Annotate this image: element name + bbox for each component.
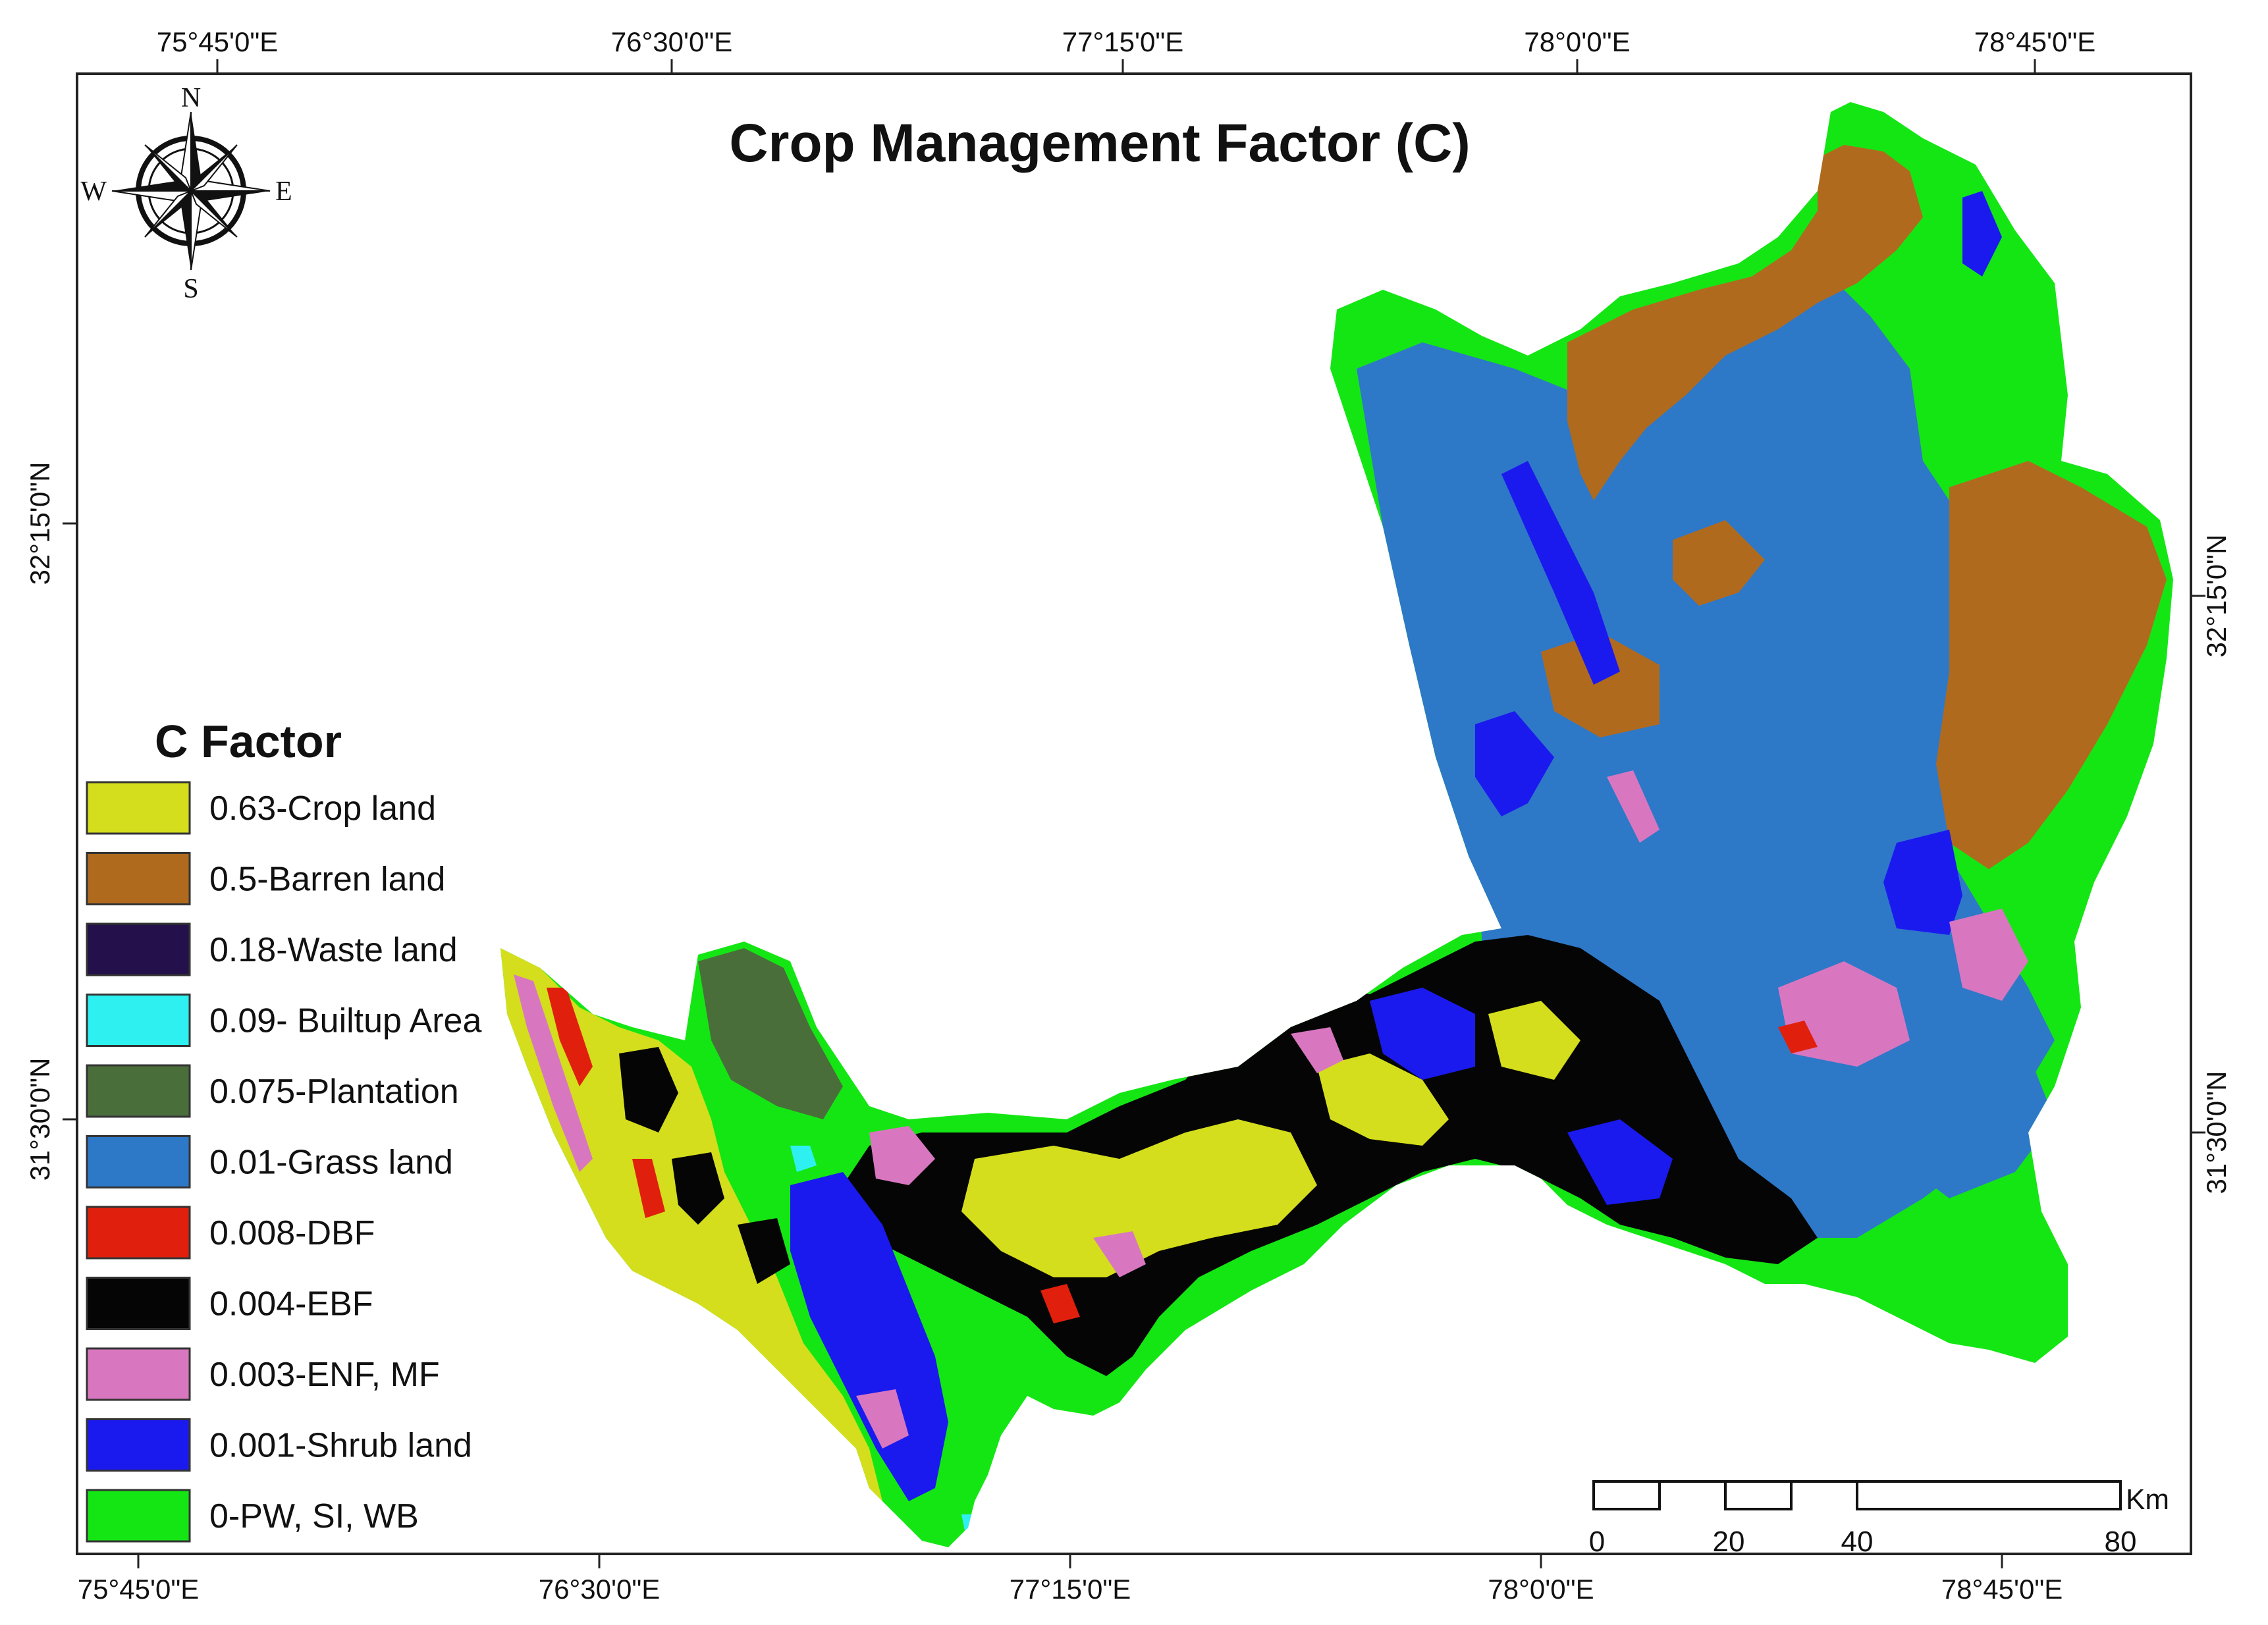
scale-label: 20 — [1713, 1526, 1745, 1558]
legend-label: 0.001-Shrub land — [209, 1427, 472, 1465]
legend-label: 0.63-Crop land — [209, 789, 436, 828]
graticule-ticks — [63, 59, 2205, 1568]
top-tick-label: 78°45'0"E — [1974, 26, 2096, 57]
legend-title: C Factor — [155, 716, 342, 767]
legend-label: 0.075-Plantation — [209, 1073, 459, 1111]
legend-label: 0-PW, SI, WB — [209, 1497, 419, 1535]
bottom-tick-label: 75°45'0"E — [78, 1574, 200, 1605]
top-tick-label: 78°0'0"E — [1524, 26, 1630, 57]
scale-label: 40 — [1841, 1526, 1874, 1558]
top-tick-label: 75°45'0"E — [157, 26, 279, 57]
legend: C Factor 0.63-Crop land 0.5-Barren land 0.… — [86, 716, 481, 1543]
study-area-map — [500, 102, 2173, 1547]
left-tick-label: 31°30'0"N — [24, 1058, 55, 1181]
bottom-tick-label: 76°30'0"E — [539, 1574, 661, 1605]
right-tick-label: 32°15'0"N — [2201, 535, 2232, 658]
legend-swatch — [86, 852, 191, 905]
scale-unit: Km — [2126, 1483, 2169, 1516]
bottom-tick-label: 78°0'0"E — [1488, 1574, 1594, 1605]
legend-swatch — [86, 1064, 191, 1118]
legend-label: 0.5-Barren land — [209, 861, 445, 899]
legend-swatch — [86, 1277, 191, 1330]
legend-swatch — [86, 994, 191, 1047]
legend-swatch — [86, 781, 191, 835]
bottom-tick-label: 78°45'0"E — [1941, 1574, 2063, 1605]
scale-bar: Km 0 20 40 80 — [1589, 1480, 2169, 1558]
legend-label: 0.003-ENF, MF — [209, 1356, 440, 1394]
legend-label: 0.004-EBF — [209, 1285, 373, 1323]
legend-swatch — [86, 1418, 191, 1472]
legend-swatch — [86, 1347, 191, 1401]
top-tick-label: 76°30'0"E — [611, 26, 733, 57]
scale-label: 0 — [1589, 1526, 1605, 1558]
legend-swatch — [86, 1135, 191, 1188]
map-title: Crop Management Factor (C) — [729, 113, 1470, 173]
compass-s: S — [183, 274, 198, 304]
legend-swatch — [86, 1489, 191, 1543]
bottom-tick-label: 77°15'0"E — [1010, 1574, 1131, 1605]
legend-swatch — [86, 1206, 191, 1260]
legend-label: 0.09- Builtup Area — [209, 1002, 481, 1040]
compass-e: E — [275, 176, 292, 207]
legend-label: 0.18-Waste land — [209, 931, 458, 969]
compass-n: N — [181, 83, 201, 113]
scale-label: 80 — [2105, 1526, 2137, 1558]
left-tick-label: 32°15'0"N — [24, 462, 55, 585]
legend-label: 0.01-Grass land — [209, 1144, 453, 1182]
compass-rose-icon: N S E W — [80, 83, 292, 304]
legend-label: 0.008-DBF — [209, 1214, 375, 1252]
legend-swatch — [86, 922, 191, 976]
right-tick-label: 31°30'0"N — [2201, 1071, 2232, 1194]
compass-w: W — [80, 176, 107, 207]
top-tick-label: 77°15'0"E — [1062, 26, 1184, 57]
